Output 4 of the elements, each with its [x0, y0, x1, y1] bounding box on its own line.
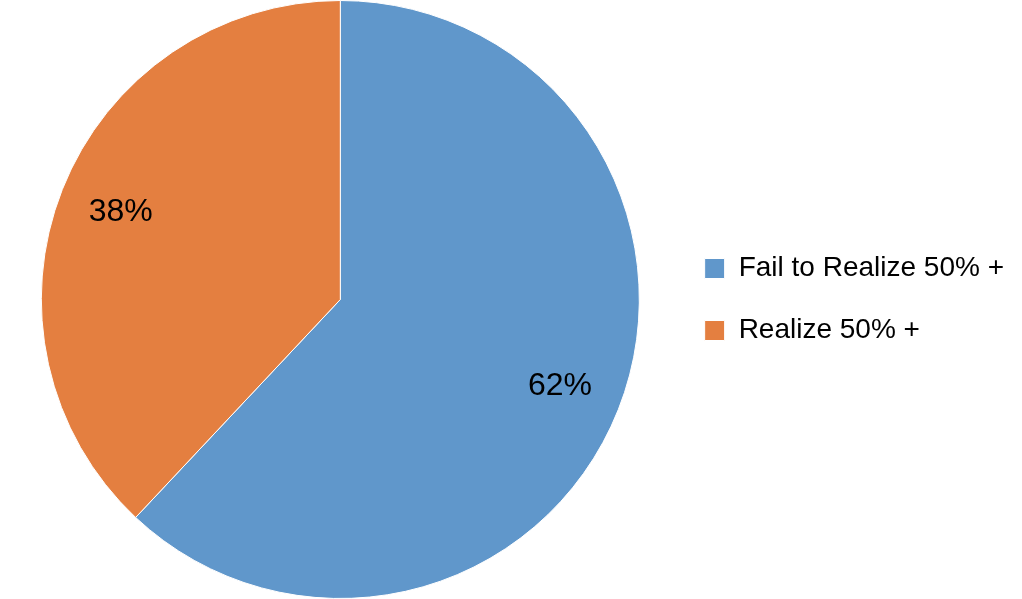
- legend-label: Realize 50% +: [738, 313, 920, 345]
- legend-label: Fail to Realize 50% +: [738, 251, 1004, 283]
- data-label: 62%: [527, 366, 592, 403]
- data-label: 38%: [88, 192, 153, 229]
